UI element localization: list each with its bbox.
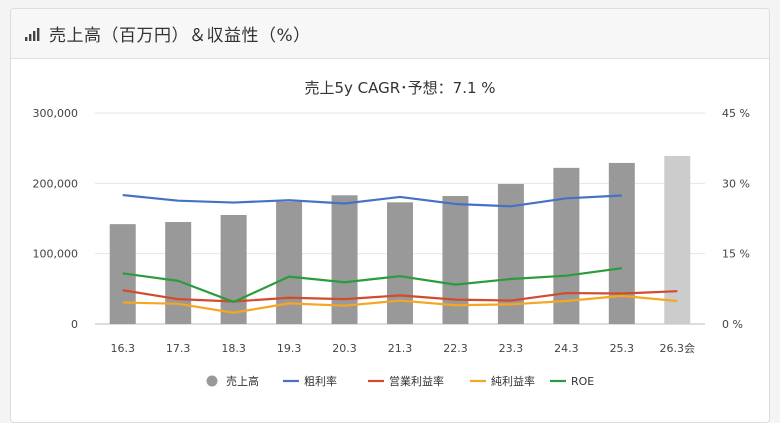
bar [387, 202, 413, 324]
bar [608, 162, 635, 324]
y-right-tick-label: 15 % [722, 248, 750, 261]
x-tick-label: 23.3 [499, 342, 524, 355]
chart-card: 売上高（百万円）＆収益性（%） [10, 8, 770, 423]
y-right-tick-label: 30 % [722, 177, 750, 190]
legend-label: 売上高 [226, 374, 259, 388]
bar [442, 195, 469, 324]
series-line [122, 294, 678, 314]
y-left-tick-label: 300,000 [33, 107, 79, 120]
x-tick-label: 22.3 [443, 342, 468, 355]
y-left-tick-label: 0 [71, 318, 78, 331]
legend-label: 営業利益率 [389, 374, 444, 388]
x-tick-label: 19.3 [277, 342, 302, 355]
bar [553, 167, 580, 324]
legend-label: 純利益率 [491, 374, 535, 388]
y-left-tick-label: 200,000 [33, 177, 79, 190]
series-line [122, 193, 622, 208]
bar [165, 222, 192, 324]
x-tick-label: 25.3 [610, 342, 635, 355]
legend-label: 粗利率 [304, 374, 337, 388]
bar-chart-icon [25, 27, 40, 41]
series-line [122, 289, 678, 303]
chart-title: 売上5y CAGR･予想：7.1 % [304, 79, 495, 97]
y-left-tick-label: 100,000 [33, 248, 79, 261]
y-right-tick-label: 45 % [722, 107, 750, 120]
x-tick-label: 21.3 [388, 342, 413, 355]
x-tick-label: 18.3 [221, 342, 246, 355]
bar [664, 155, 691, 324]
legend-label: ROE [571, 375, 594, 388]
bar [331, 195, 358, 324]
x-tick-label: 17.3 [166, 342, 191, 355]
y-right-tick-label: 0 % [722, 318, 743, 331]
x-tick-label: 20.3 [332, 342, 357, 355]
x-tick-label: 24.3 [554, 342, 579, 355]
card-title: 売上高（百万円）＆収益性（%） [49, 26, 311, 46]
x-tick-label: 26.3会 [660, 342, 696, 355]
legend-marker [206, 375, 218, 387]
x-tick-label: 16.3 [110, 342, 135, 355]
card-header: 売上高（百万円）＆収益性（%） [11, 9, 769, 59]
bar [220, 214, 247, 324]
series-line [122, 267, 622, 304]
